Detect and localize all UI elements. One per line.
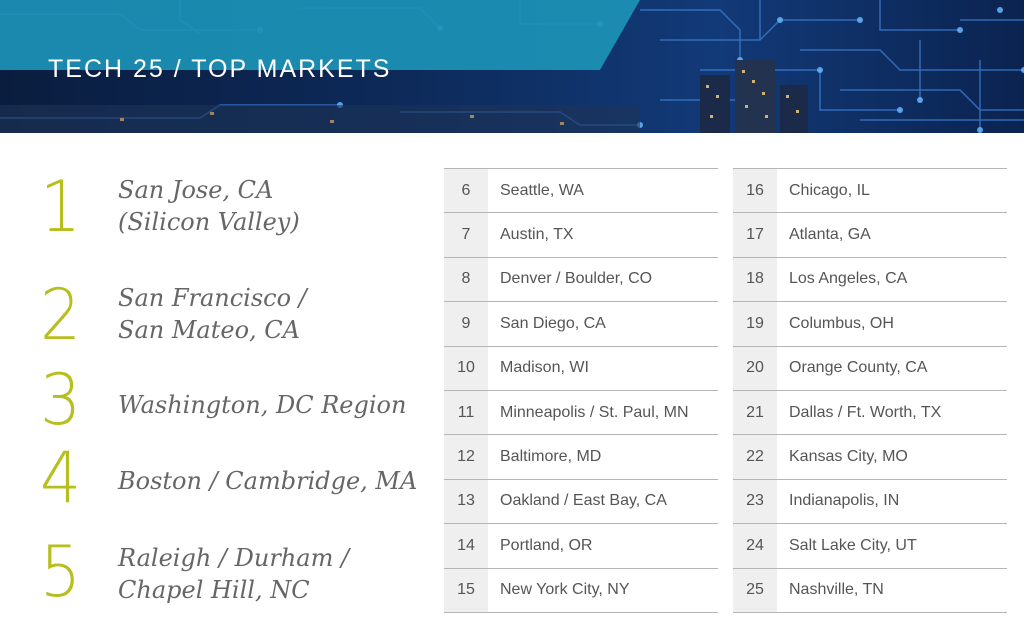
top-market-item: 3 Washington, DC Region: [40, 365, 430, 445]
rank-cell: 13: [444, 479, 488, 524]
top-market-item: 1 San Jose, CA (Silicon Valley): [40, 172, 430, 252]
rank-cell: 23: [733, 479, 777, 524]
rank-cell: 18: [733, 257, 777, 302]
table-row: 17 Atlanta, GA: [733, 212, 1007, 257]
table-row: 14 Portland, OR: [444, 523, 718, 568]
market-name: Washington, DC Region: [118, 391, 407, 419]
table-row: 15 New York City, NY: [444, 567, 718, 614]
rank-cell: 19: [733, 302, 777, 346]
rank-cell: 6: [444, 169, 488, 213]
table-row: 10 Madison, WI: [444, 345, 718, 390]
table-row: 6 Seattle, WA: [444, 168, 718, 213]
city-cell: Portland, OR: [500, 536, 593, 554]
table-row: 12 Baltimore, MD: [444, 434, 718, 479]
table-row: 22 Kansas City, MO: [733, 434, 1007, 479]
rank-cell: 12: [444, 435, 488, 479]
city-cell: Denver / Boulder, CO: [500, 270, 653, 288]
table-row: 8 Denver / Boulder, CO: [444, 256, 718, 302]
city-cell: Baltimore, MD: [500, 448, 602, 466]
table-row: 9 San Diego, CA: [444, 301, 718, 346]
rank-cell: 9: [444, 302, 488, 346]
circuit-board-background: [0, 0, 1024, 133]
rank-number: 4: [40, 437, 81, 519]
table-row: 13 Oakland / East Bay, CA: [444, 478, 718, 524]
rank-cell: 24: [733, 524, 777, 568]
market-name: Raleigh / Durham / Chapel Hill, NC: [118, 544, 350, 604]
rank-cell: 16: [733, 169, 777, 213]
table-row: 19 Columbus, OH: [733, 301, 1007, 346]
city-cell: Salt Lake City, UT: [789, 536, 917, 554]
market-name: San Jose, CA (Silicon Valley): [118, 176, 300, 236]
city-cell: Madison, WI: [500, 359, 589, 377]
table-row: 18 Los Angeles, CA: [733, 256, 1007, 302]
table-row: 25 Nashville, TN: [733, 567, 1007, 614]
rank-cell: 14: [444, 524, 488, 568]
rank-cell: 17: [733, 213, 777, 257]
rank-cell: 25: [733, 568, 777, 613]
city-cell: San Diego, CA: [500, 314, 606, 332]
table-row: 11 Minneapolis / St. Paul, MN: [444, 389, 718, 435]
city-skyline-image: [0, 60, 808, 133]
rank-cell: 15: [444, 568, 488, 613]
header-banner: TECH 25 / TOP MARKETS: [0, 0, 1024, 133]
city-cell: Oakland / East Bay, CA: [500, 492, 667, 510]
table-row: 16 Chicago, IL: [733, 168, 1007, 213]
city-cell: Atlanta, GA: [789, 226, 871, 244]
city-cell: Orange County, CA: [789, 359, 928, 377]
rank-cell: 22: [733, 435, 777, 479]
market-name: Boston / Cambridge, MA: [118, 467, 418, 495]
table-row: 24 Salt Lake City, UT: [733, 523, 1007, 568]
top-market-item: 4 Boston / Cambridge, MA: [40, 443, 430, 523]
rank-number: 5: [40, 531, 81, 613]
city-cell: Nashville, TN: [789, 581, 884, 599]
rank-cell: 11: [444, 390, 488, 435]
city-cell: Columbus, OH: [789, 314, 894, 332]
page-title: TECH 25 / TOP MARKETS: [48, 55, 392, 83]
table-row: 21 Dallas / Ft. Worth, TX: [733, 389, 1007, 435]
rank-number: 1: [40, 166, 81, 248]
rankings-table-left: 6 Seattle, WA 7 Austin, TX 8 Denver / Bould…: [444, 168, 718, 614]
title-strip: [0, 0, 640, 70]
rank-number: 2: [40, 274, 81, 356]
city-cell: Dallas / Ft. Worth, TX: [789, 403, 942, 421]
rank-cell: 8: [444, 257, 488, 302]
rank-number: 3: [40, 359, 81, 441]
city-cell: Seattle, WA: [500, 181, 584, 199]
rank-cell: 10: [444, 346, 488, 390]
table-row: 23 Indianapolis, IN: [733, 478, 1007, 524]
city-cell: New York City, NY: [500, 581, 630, 599]
rank-cell: 21: [733, 390, 777, 435]
rank-cell: 7: [444, 213, 488, 257]
city-cell: Chicago, IL: [789, 181, 870, 199]
top-market-item: 2 San Francisco / San Mateo, CA: [40, 280, 430, 360]
rank-cell: 20: [733, 346, 777, 390]
top-market-item: 5 Raleigh / Durham / Chapel Hill, NC: [40, 537, 430, 617]
table-row: 20 Orange County, CA: [733, 345, 1007, 390]
market-name: San Francisco / San Mateo, CA: [118, 284, 307, 344]
rankings-table-right: 16 Chicago, IL 17 Atlanta, GA 18 Los Angele…: [733, 168, 1007, 614]
city-cell: Los Angeles, CA: [789, 270, 908, 288]
table-row: 7 Austin, TX: [444, 212, 718, 257]
city-cell: Indianapolis, IN: [789, 492, 900, 510]
city-cell: Austin, TX: [500, 226, 574, 244]
city-cell: Kansas City, MO: [789, 448, 908, 466]
city-cell: Minneapolis / St. Paul, MN: [500, 403, 689, 421]
